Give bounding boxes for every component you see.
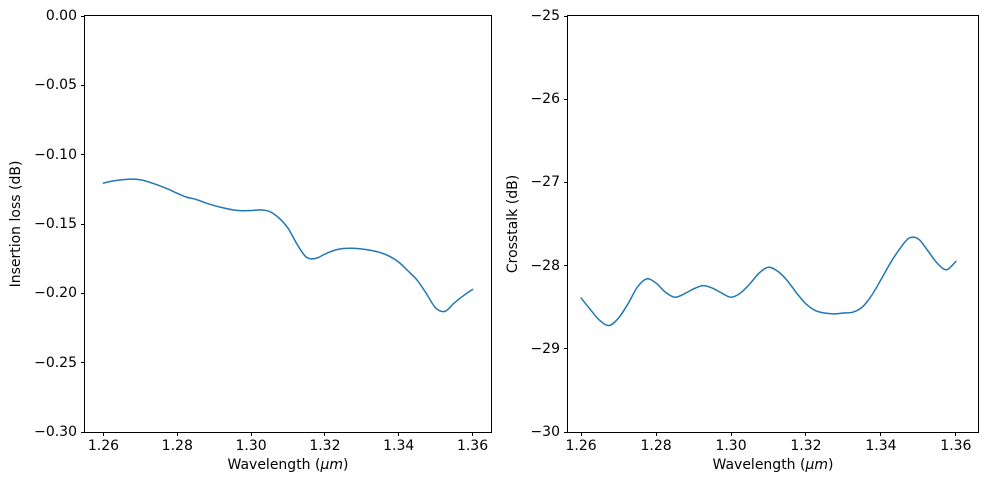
x-tick-label: 1.26 (87, 438, 120, 454)
x-axis-label-text: ) (828, 457, 834, 473)
y-tick-label: −0.20 (34, 285, 77, 302)
y-tick-label: −0.30 (34, 424, 77, 440)
x-tick-label: 1.34 (383, 438, 415, 454)
x-tick-mark (805, 432, 807, 436)
x-axis-label-insertion-loss: Wavelength (μm) (228, 457, 349, 473)
y-tick-label: −25 (530, 8, 560, 24)
y-tick-label: −27 (530, 174, 560, 191)
y-tick-mark (81, 154, 85, 156)
x-tick-mark (880, 432, 882, 436)
x-tick-mark (324, 432, 326, 436)
x-tick-label: 1.28 (640, 438, 672, 454)
y-tick-mark (81, 292, 85, 294)
x-axis-label-text: ) (343, 457, 349, 473)
x-axis-label-math: μm (805, 457, 829, 473)
axes-insertion-loss: 1.26 1.28 1.30 1.32 1.34 1.36 0.00 −0.05 −0.10 −0… (34, 9, 492, 453)
x-tick-mark (398, 432, 400, 436)
y-tick-label: −26 (530, 91, 560, 108)
x-tick-label: 1.30 (235, 438, 267, 454)
x-tick-mark (955, 432, 957, 436)
x-tick-label: 1.36 (456, 438, 489, 454)
y-tick-mark (564, 265, 568, 267)
y-tick-mark (564, 15, 568, 17)
x-tick-label: 1.32 (309, 438, 341, 454)
x-tick-label: 1.36 (940, 438, 972, 454)
axes-crosstalk: 1.26 1.28 1.30 1.32 1.34 1.36 −25 −26 −27 −28 −29 −… (530, 9, 979, 453)
y-tick-label: −0.10 (34, 146, 77, 163)
x-tick-mark (176, 432, 178, 436)
plot-area-crosstalk (580, 236, 957, 327)
x-tick-label: 1.30 (715, 438, 747, 454)
y-tick-label: 0.00 (45, 8, 77, 24)
insertion_loss-curve (102, 178, 474, 313)
y-tick-mark (81, 431, 85, 433)
y-tick-mark (564, 98, 568, 100)
x-tick-mark (250, 432, 252, 436)
y-tick-label: −28 (530, 257, 560, 274)
x-tick-mark (472, 432, 474, 436)
x-tick-mark (102, 432, 104, 436)
x-axis-label-crosstalk: Wavelength (μm) (713, 457, 834, 473)
x-tick-mark (655, 432, 657, 436)
x-axis-label-text: Wavelength ( (712, 457, 806, 473)
x-axis-label-math: μm (320, 457, 344, 473)
x-tick-label: 1.26 (565, 438, 597, 454)
y-tick-mark (564, 348, 568, 350)
plot-area-insertion-loss (102, 178, 474, 313)
crosstalk-curve (580, 236, 957, 327)
y-tick-label: −0.15 (34, 216, 77, 232)
y-axis-label-crosstalk: Crosstalk (dB) (505, 174, 521, 274)
x-tick-label: 1.28 (161, 438, 193, 454)
y-tick-label: −0.05 (34, 77, 77, 94)
x-tick-mark (580, 432, 582, 436)
y-tick-label: −0.25 (34, 354, 77, 371)
y-tick-label: −29 (530, 340, 560, 357)
y-tick-mark (81, 84, 85, 86)
x-tick-mark (730, 432, 732, 436)
x-tick-label: 1.34 (865, 438, 897, 454)
y-tick-mark (81, 15, 85, 17)
y-tick-label: −30 (530, 424, 560, 440)
y-axis-label-insertion-loss: Insertion loss (dB) (8, 160, 24, 288)
x-axis-label-text: Wavelength ( (227, 457, 321, 473)
y-tick-mark (81, 362, 85, 364)
x-tick-label: 1.32 (790, 438, 822, 454)
y-tick-mark (564, 431, 568, 433)
y-tick-mark (81, 223, 85, 225)
y-tick-mark (564, 181, 568, 183)
